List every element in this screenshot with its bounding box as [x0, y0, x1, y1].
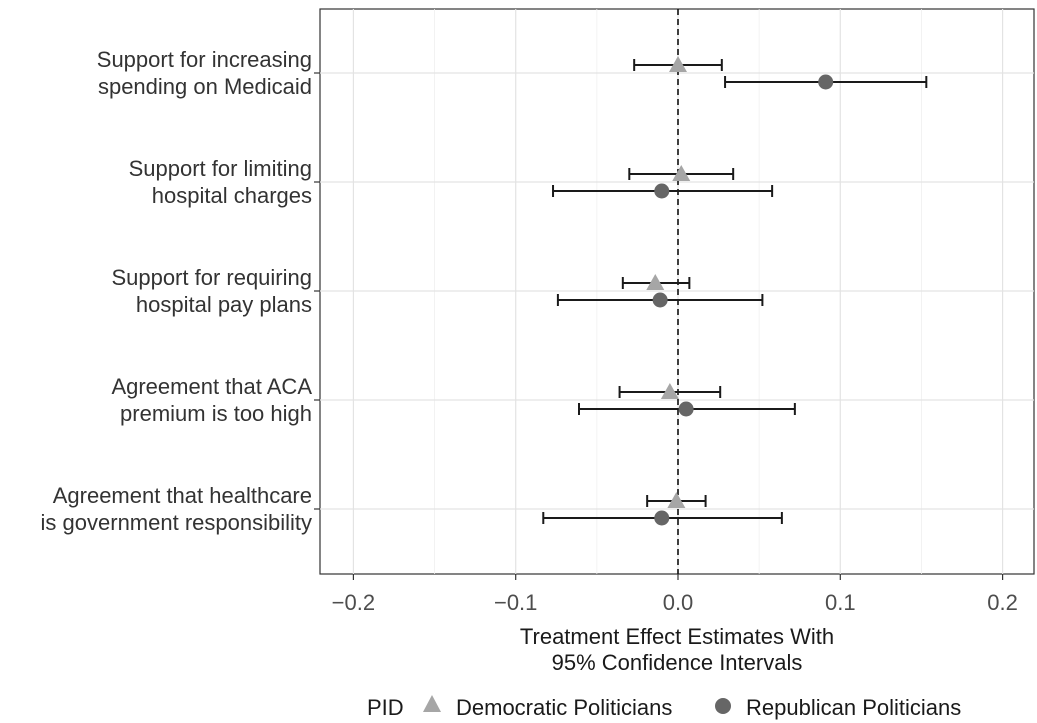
point-republican	[818, 74, 834, 90]
category-label: Agreement that ACA premium is too high	[111, 374, 312, 426]
point-democratic	[646, 274, 665, 290]
point-democratic	[672, 165, 691, 181]
legend-title: PID	[367, 695, 404, 720]
category-labels: Support for increasing spending on Medica…	[41, 47, 320, 535]
point-republican	[654, 183, 670, 199]
legend-label-republican: Republican Politicians	[746, 695, 961, 720]
category-label: Agreement that healthcare is government r…	[41, 483, 312, 535]
legend: PID Democratic Politicians Republican Po…	[367, 695, 961, 720]
x-axis-title-line-1: Treatment Effect Estimates With	[520, 624, 834, 649]
x-axis-ticks: −0.2 −0.1 0.0 0.1 0.2	[332, 574, 1018, 615]
x-tick-label: 0.2	[987, 590, 1018, 615]
x-tick-label: 0.1	[825, 590, 856, 615]
legend-triangle-icon	[423, 695, 441, 712]
legend-label-democratic: Democratic Politicians	[456, 695, 672, 720]
point-democratic	[667, 492, 686, 508]
legend-circle-icon	[715, 698, 731, 714]
category-label: Support for limiting hospital charges	[129, 156, 312, 208]
point-republican	[654, 510, 670, 526]
x-axis-title-line-2: 95% Confidence Intervals	[552, 650, 803, 675]
point-republican	[678, 401, 694, 417]
point-democratic	[660, 383, 679, 399]
x-tick-label: −0.1	[494, 590, 537, 615]
x-tick-label: −0.2	[332, 590, 375, 615]
category-label: Support for requiring hospital pay plans	[111, 265, 312, 317]
chart-marks	[542, 56, 928, 526]
x-tick-label: 0.0	[663, 590, 694, 615]
point-democratic	[669, 56, 687, 72]
category-label: Support for increasing spending on Medica…	[97, 47, 312, 99]
point-republican	[652, 292, 668, 308]
